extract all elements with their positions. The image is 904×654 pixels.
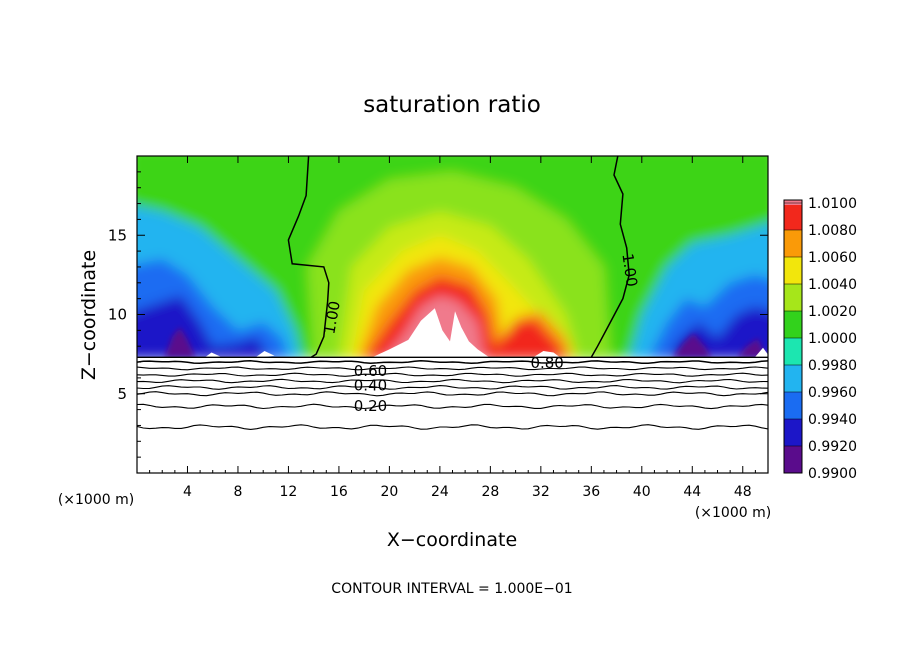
colorbar-band bbox=[784, 419, 802, 446]
colorbar-band bbox=[784, 446, 802, 473]
x-tick-label: 16 bbox=[330, 484, 348, 500]
field-purple-left bbox=[164, 327, 196, 358]
contour-label: 1.00 bbox=[320, 300, 344, 336]
y-tick-label: 10 bbox=[108, 306, 127, 324]
contour-line-1.00-left bbox=[287, 156, 330, 358]
contour-line-0.20 bbox=[137, 403, 768, 410]
contour-line-0.50 bbox=[137, 378, 768, 384]
x-tick-label: 24 bbox=[431, 484, 449, 500]
colorbar-band bbox=[784, 203, 802, 230]
saturation-field bbox=[137, 156, 768, 473]
y-tick-label: 5 bbox=[117, 385, 127, 403]
colorbar-band bbox=[784, 392, 802, 419]
contour-labels: 1.00 1.00 0.80 0.600.40 0.20 bbox=[320, 252, 641, 415]
contour-line-0.80 bbox=[137, 360, 768, 365]
field-core-left-b bbox=[254, 351, 275, 359]
colorbar-tick-label: 0.9940 bbox=[808, 412, 857, 428]
colorbar: 0.9900 0.9920 0.9940 0.9960 0.9980 1.0000 1.00… bbox=[783, 196, 857, 482]
x-tick-label: 48 bbox=[734, 484, 752, 500]
field-purple-edge bbox=[737, 338, 766, 358]
chart-title: saturation ratio bbox=[363, 92, 541, 118]
colorbar-tick-label: 1.0100 bbox=[808, 196, 857, 212]
x-tick-label: 4 bbox=[183, 484, 192, 500]
x-tick-label: 28 bbox=[481, 484, 499, 500]
contour-label: 0.40 bbox=[354, 376, 387, 394]
plot-area bbox=[137, 156, 768, 473]
contour-label: 0.60 bbox=[354, 362, 387, 380]
field-purple-right bbox=[673, 333, 712, 358]
x-tick-label: 8 bbox=[233, 484, 242, 500]
x-tick-label: 32 bbox=[532, 484, 550, 500]
field-core-main bbox=[370, 308, 491, 359]
y-tick-label: 15 bbox=[108, 226, 127, 244]
x-tick-label: 12 bbox=[280, 484, 298, 500]
colorbar-band bbox=[784, 230, 802, 257]
x-tick-label: 20 bbox=[380, 484, 398, 500]
contour-line-0.30 bbox=[137, 391, 768, 397]
x-tick-label: 40 bbox=[633, 484, 651, 500]
contour-lines bbox=[137, 156, 768, 430]
contour-line-1.00-right bbox=[590, 156, 630, 358]
colorbar-tick-label: 0.9900 bbox=[808, 466, 857, 482]
colorbar-tick-label: 1.0040 bbox=[808, 277, 857, 293]
contour-label: 0.80 bbox=[530, 354, 563, 372]
x-tick-label: 44 bbox=[683, 484, 701, 500]
field-core-right bbox=[532, 351, 561, 359]
colorbar-band bbox=[784, 365, 802, 392]
x-axis-ticks: 4 8 12 16 20 24 28 32 36 40 44 48 bbox=[149, 156, 756, 500]
colorbar-tick-label: 0.9920 bbox=[808, 439, 857, 455]
x-axis-unit-left: (×1000 m) bbox=[58, 492, 134, 508]
y-axis-ticks: 5 10 15 bbox=[108, 171, 768, 458]
contour-line-0.10 bbox=[137, 424, 768, 430]
contour-line-0.70 bbox=[137, 366, 768, 371]
colorbar-top-cap bbox=[784, 200, 802, 205]
contour-label: 1.00 bbox=[618, 252, 640, 288]
contour-interval-note: CONTOUR INTERVAL = 1.000E−01 bbox=[331, 581, 572, 597]
x-tick-label: 36 bbox=[582, 484, 600, 500]
colorbar-band bbox=[784, 338, 802, 365]
colorbar-tick-label: 0.9960 bbox=[808, 385, 857, 401]
contour-label: 0.20 bbox=[354, 397, 387, 415]
colorbar-tick-label: 1.0080 bbox=[808, 223, 857, 239]
colorbar-tick-label: 1.0020 bbox=[808, 304, 857, 320]
contour-line-0.40 bbox=[137, 385, 768, 390]
below-cloud-base bbox=[137, 357, 768, 473]
x-axis-label: X−coordinate bbox=[387, 529, 517, 551]
colorbar-tick-label: 0.9980 bbox=[808, 358, 857, 374]
field-core-right-edge bbox=[754, 347, 768, 359]
x-axis-unit-right: (×1000 m) bbox=[695, 505, 771, 521]
y-axis-label: Z−coordinate bbox=[78, 250, 100, 380]
field-detail-layer bbox=[164, 327, 766, 358]
contour-line-0.60 bbox=[137, 372, 768, 377]
colorbar-band bbox=[784, 257, 802, 284]
colorbar-tick-label: 1.0000 bbox=[808, 331, 857, 347]
colorbar-tick-label: 1.0060 bbox=[808, 250, 857, 266]
colorbar-band bbox=[784, 311, 802, 338]
colorbar-band bbox=[784, 284, 802, 311]
